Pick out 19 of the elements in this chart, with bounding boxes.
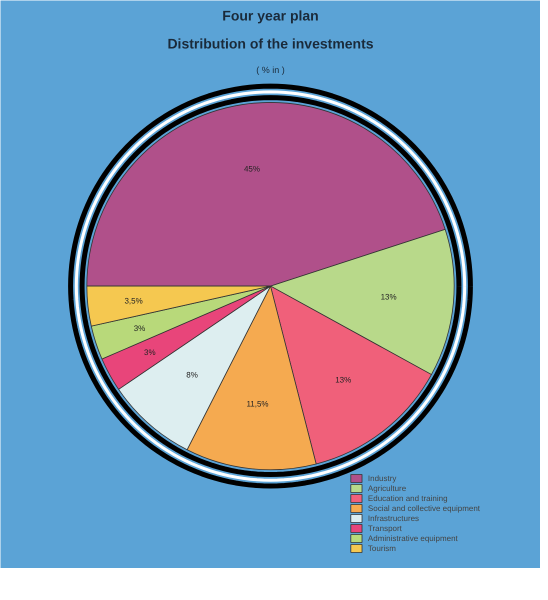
data-label: 3% — [134, 324, 146, 334]
legend-label: Tourism — [368, 543, 396, 553]
text: ( % in ) — [256, 64, 285, 75]
data-label: 3% — [144, 348, 156, 357]
legend-label: Industry — [368, 473, 396, 483]
data-label: 3,5% — [124, 296, 143, 306]
legend-label: Agriculture — [368, 483, 406, 493]
data-label: 45% — [244, 164, 260, 174]
data-label: 13% — [380, 292, 397, 302]
legend-label: Social and collective equipment — [368, 503, 480, 513]
data-label: 13% — [335, 375, 352, 384]
chart-subtitle: Distribution of the investments — [167, 36, 374, 52]
legend-label: Infrastructures — [368, 513, 420, 523]
legend-label: Administrative equipment — [368, 533, 458, 543]
legend-label: Education and training — [368, 493, 448, 503]
chart-title: Four year plan — [222, 8, 319, 24]
data-label: 11,5% — [246, 399, 269, 408]
legend-label: Transport — [368, 523, 402, 533]
data-label: 8% — [186, 370, 198, 380]
